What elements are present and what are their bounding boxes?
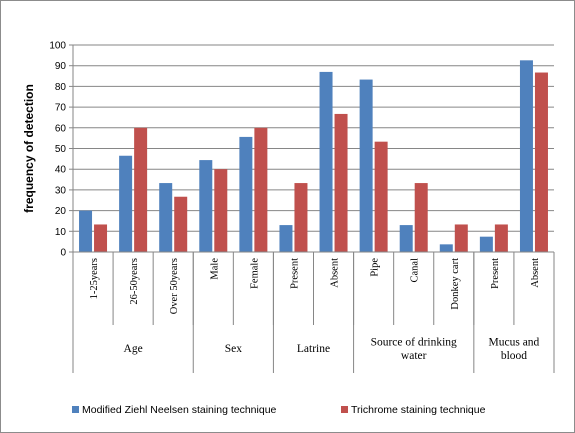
category-label-11: Absent bbox=[530, 258, 541, 288]
group-label-1: Sex bbox=[225, 343, 243, 355]
category-label-5: Present bbox=[289, 258, 300, 289]
bar-trichrome-6 bbox=[334, 113, 348, 252]
category-label-6: Absent bbox=[330, 258, 341, 288]
bar-zn-8 bbox=[399, 225, 413, 252]
category-label-8: Canal bbox=[410, 258, 421, 283]
legend-label-trichrome: Trichrome staining technique bbox=[351, 404, 486, 416]
group-label-4: Mucus and blood bbox=[489, 336, 540, 362]
y-tick-label-30: 30 bbox=[55, 185, 67, 196]
bar-zn-9 bbox=[439, 244, 453, 252]
category-label-10: Present bbox=[490, 258, 501, 289]
legend-label-zn: Modified Ziehl Neelsen staining techniqu… bbox=[82, 404, 277, 416]
bar-trichrome-11 bbox=[534, 72, 548, 252]
bar-trichrome-8 bbox=[414, 183, 428, 252]
bar-zn-4 bbox=[239, 136, 253, 252]
y-tick-label-50: 50 bbox=[55, 144, 67, 155]
y-tick-label-0: 0 bbox=[60, 248, 66, 259]
bar-trichrome-5 bbox=[294, 183, 308, 252]
bar-zn-3 bbox=[199, 160, 213, 252]
group-label-0: Age bbox=[124, 343, 143, 355]
bar-zn-5 bbox=[279, 225, 293, 252]
category-label-3: Male bbox=[209, 258, 220, 280]
y-tick-label-80: 80 bbox=[55, 82, 67, 93]
y-axis-label: frequency of detection bbox=[22, 84, 36, 213]
y-tick-label-20: 20 bbox=[55, 206, 67, 217]
bar-trichrome-0 bbox=[94, 224, 108, 252]
bar-zn-10 bbox=[479, 236, 493, 252]
bar-trichrome-4 bbox=[254, 127, 268, 252]
bar-zn-2 bbox=[159, 183, 173, 252]
y-tick-label-10: 10 bbox=[55, 227, 67, 238]
bar-trichrome-3 bbox=[214, 169, 228, 252]
bar-zn-1 bbox=[119, 155, 133, 252]
group-label-2: Latrine bbox=[297, 343, 330, 355]
legend-swatch-zn bbox=[72, 406, 79, 413]
group-label-3: Source of drinking water bbox=[371, 336, 457, 362]
bar-trichrome-7 bbox=[374, 141, 388, 252]
y-tick-label-70: 70 bbox=[55, 103, 67, 114]
category-label-0: 1-25years bbox=[89, 258, 100, 299]
bar-trichrome-10 bbox=[494, 224, 508, 252]
bar-zn-6 bbox=[319, 71, 333, 252]
bar-trichrome-9 bbox=[454, 224, 468, 252]
y-tick-label-40: 40 bbox=[55, 165, 67, 176]
bar-trichrome-2 bbox=[174, 196, 188, 252]
category-label-1: 26-50years bbox=[129, 258, 140, 305]
y-tick-label-60: 60 bbox=[55, 123, 67, 134]
bar-zn-7 bbox=[359, 79, 373, 252]
y-tick-label-90: 90 bbox=[55, 61, 67, 72]
bar-zn-11 bbox=[519, 60, 533, 253]
category-label-2: Over 50years bbox=[169, 258, 180, 314]
category-label-9: Donkey cart bbox=[450, 258, 461, 310]
bar-zn-0 bbox=[79, 210, 93, 252]
bar-trichrome-1 bbox=[134, 127, 148, 252]
y-tick-label-100: 100 bbox=[49, 41, 66, 52]
category-label-4: Female bbox=[249, 258, 260, 289]
legend-swatch-trichrome bbox=[341, 406, 348, 413]
category-label-7: Pipe bbox=[370, 258, 381, 277]
